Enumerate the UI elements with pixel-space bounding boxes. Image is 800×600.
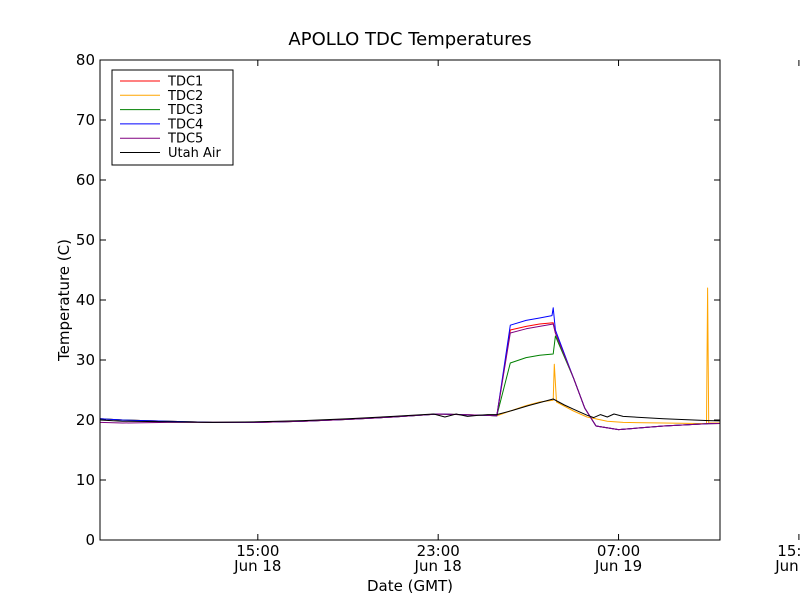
y-tick-label: 80 [76,51,95,69]
y-tick-label: 50 [76,231,95,249]
legend-box [111,69,234,166]
legend-label: Utah Air [168,146,221,161]
y-axis-ticks: 0 10 20 30 40 50 60 70 80 [76,51,720,549]
y-tick-label: 70 [76,111,95,129]
x-tick-label-time: 23:00 [417,542,460,560]
x-tick-label-date: Jun 18 [414,557,462,575]
x-tick-label-date: Jun 18 [233,557,281,575]
series-line-tdc5 [100,323,720,431]
y-tick-label: 60 [76,171,95,189]
x-tick-label-time: 15:00 [236,542,279,560]
x-tick-label-date: Jun 19 [774,557,800,575]
y-tick-label: 20 [76,411,95,429]
x-tick-label-date: Jun 19 [594,557,642,575]
y-tick-label: 40 [76,291,95,309]
legend-label: TDC1 [167,75,203,90]
x-tick-label-time: 15:00 [777,542,800,560]
series-layer [100,287,720,431]
y-tick-label: 0 [85,531,95,549]
legend-label: TDC4 [167,117,203,132]
x-tick-label-time: 07:00 [597,542,640,560]
y-tick-label: 30 [76,351,95,369]
chart-title: APOLLO TDC Temperatures [288,29,531,50]
y-axis-label: Temperature (C) [55,239,73,362]
y-tick-label: 10 [76,471,95,489]
legend-label: TDC2 [167,89,203,104]
series-line-utah-air [100,398,720,423]
legend-label: TDC5 [167,132,203,147]
x-axis-label: Date (GMT) [367,577,453,595]
legend-label: TDC3 [167,103,203,118]
